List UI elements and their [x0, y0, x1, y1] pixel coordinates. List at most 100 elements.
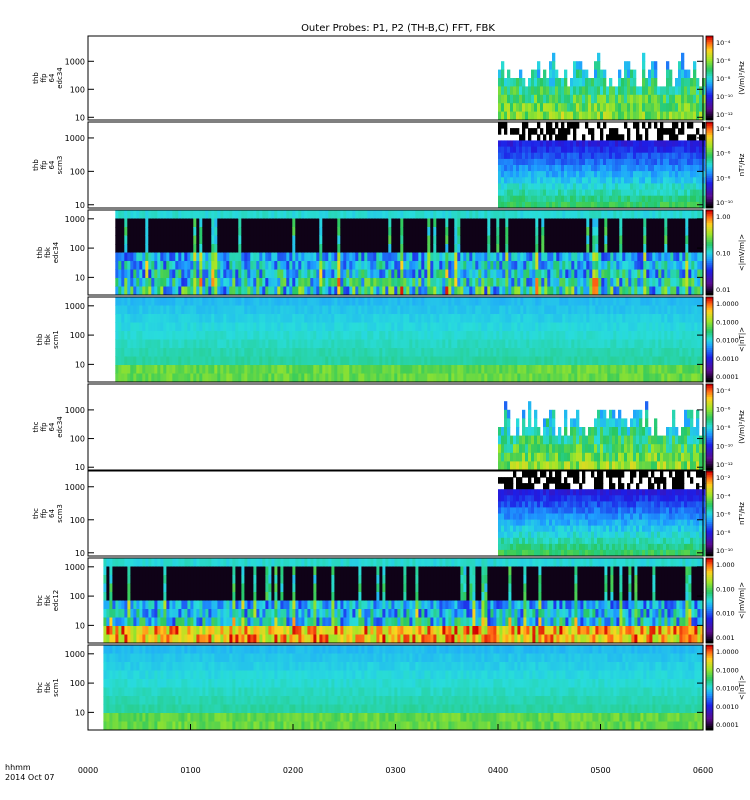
colorbar-tick-label: 0.0010	[716, 355, 739, 363]
panel-1-colorbar: 10⁻⁴ 10⁻⁶ 10⁻⁸ 10⁻¹⁰ 10⁻¹² (V/m)²/Hz	[705, 35, 746, 121]
colorbar-tick-label: 10⁻⁴	[716, 39, 731, 47]
panel-3-colorbar: 1.00 0.10 0.01 <|mV/m|>	[705, 209, 746, 296]
colorbar-frame	[705, 209, 714, 296]
xtick-label: 0300	[385, 766, 405, 775]
colorbar-tick-label: 1.000	[716, 561, 735, 569]
panel-3-frame	[87, 209, 704, 296]
colorbar-frame	[705, 383, 714, 471]
colorbar-tick-label: 0.001	[716, 634, 735, 642]
ytick-label: 10	[75, 621, 85, 630]
xtick-label: 0600	[693, 766, 713, 775]
colorbar-tick-label: 0.0001	[716, 373, 739, 381]
panel-6-spectrogram	[498, 471, 706, 557]
ytick-label: 1000	[65, 215, 85, 224]
panel-1-ylabel: thbffp64edc34	[32, 67, 64, 89]
panels-group: 101001000thbffp64edc3410⁻⁴10⁻⁶10⁻⁸10⁻¹⁰1…	[32, 35, 746, 731]
ytick-label: 1000	[65, 57, 85, 66]
xtick-label: 0200	[283, 766, 303, 775]
colorbar-label: <|mV/m|>	[738, 582, 746, 619]
panel-4-ylabel: thbfbkscm1	[36, 330, 60, 349]
panel-1-frame	[87, 35, 704, 121]
panel-2-colorbar: 10⁻⁴ 10⁻⁶ 10⁻⁸ 10⁻¹⁰ nT²/Hz	[705, 121, 746, 209]
panel-6-ylabel: thcffp64scm3	[32, 504, 64, 523]
colorbar-tick-label: 0.01	[716, 286, 730, 294]
colorbar-tick-label: 10⁻⁸	[716, 75, 731, 83]
colorbar-tick-label: 10⁻⁶	[716, 406, 731, 414]
colorbar-tick-label: 10⁻⁴	[716, 387, 731, 395]
colorbar-label: <|mV/m|>	[738, 234, 746, 271]
ytick-label: 10	[75, 463, 85, 472]
colorbar-tick-label: 0.10	[716, 250, 730, 258]
colorbar-tick-label: 10⁻⁴	[716, 125, 731, 133]
time-axis: 0000 0100 0200 0300 0400 0500 0600	[78, 724, 713, 775]
ytick-label: 1000	[65, 483, 85, 492]
colorbar-tick-label: 10⁻⁶	[716, 511, 731, 519]
colorbar-tick-label: 0.0100	[716, 337, 739, 345]
panel-5-colorbar: 10⁻⁴ 10⁻⁶ 10⁻⁸ 10⁻¹⁰ 10⁻¹² (V/m)²/Hz	[705, 383, 746, 471]
panel-6-frame	[87, 470, 704, 557]
ytick-label: 100	[70, 244, 85, 253]
panel-2: 10 100 1000 thbffp64scm3 10⁻⁴ 10⁻⁶ 10⁻⁸ 10⁻¹⁰ nT…	[32, 121, 746, 210]
colorbar-label: (V/m)²/Hz	[738, 61, 746, 95]
colorbar-tick-label: 10⁻¹²	[716, 111, 733, 119]
colorbar-frame	[705, 296, 714, 383]
colorbar-tick-label: 10⁻⁸	[716, 424, 731, 432]
panel-5-frame	[87, 383, 704, 471]
panel-8-spectrogram	[103, 645, 704, 731]
panel-2-spectrogram	[498, 122, 706, 209]
colorbar-tick-label: 10⁻¹²	[716, 461, 733, 469]
colorbar-label: <|nT|>	[738, 675, 746, 700]
ytick-label: 10	[75, 201, 85, 210]
xtick-label: 0000	[78, 766, 98, 775]
panel-4: 10 100 1000 thbfbkscm1 1.0000 0.1000 0.0100 0.0…	[36, 296, 746, 383]
colorbar-tick-label: 10⁻¹⁰	[716, 443, 733, 451]
ytick-label: 100	[70, 331, 85, 340]
ytick-label: 1000	[65, 650, 85, 659]
panel-2-frame	[87, 121, 704, 209]
colorbar-tick-label: 1.0000	[716, 648, 739, 656]
colorbar-tick-label: 10⁻²	[716, 474, 731, 482]
colorbar-tick-label: 10⁻⁴	[716, 492, 731, 500]
colorbar-tick-label: 0.0010	[716, 703, 739, 711]
panel-7: 10 100 1000 thcfbkedc12 1.000 0.100 0.010 0.001…	[36, 557, 746, 644]
xtick-label: 0100	[180, 766, 200, 775]
ytick-label: 1000	[65, 563, 85, 572]
ytick-label: 10	[75, 708, 85, 717]
panel-4-colorbar: 1.0000 0.1000 0.0100 0.0010 0.0001 <|nT|>	[705, 296, 746, 383]
colorbar-label: nT²/Hz	[738, 502, 746, 525]
xtick-label: 0500	[590, 766, 610, 775]
panel-5-ylabel: thcffp64edc34	[32, 416, 64, 438]
ytick-label: 10	[75, 549, 85, 558]
colorbar-tick-label: 1.0000	[716, 300, 739, 308]
panel-5-spectrogram	[498, 401, 706, 471]
ytick-label: 100	[70, 167, 85, 176]
ytick-label: 1000	[65, 134, 85, 143]
ytick-label: 10	[75, 113, 85, 122]
panel-6: 101001000thcffp64scm310⁻²10⁻⁴10⁻⁶10⁻⁸10⁻…	[32, 470, 746, 558]
colorbar-tick-label: 0.010	[716, 610, 735, 618]
colorbar-tick-label: 1.00	[716, 213, 730, 221]
colorbar-tick-label: 0.0100	[716, 685, 739, 693]
panel-1-spectrogram	[498, 52, 706, 121]
panel-5: 101001000thcffp64edc3410⁻⁴10⁻⁶10⁻⁸10⁻¹⁰1…	[32, 383, 746, 472]
ytick-label: 100	[70, 592, 85, 601]
ytick-label: 1000	[65, 406, 85, 415]
colorbar-frame	[705, 557, 714, 644]
panel-3: 10 100 1000 thbfbkedc34 1.00 0.10 0.01 <|mV/m|>	[36, 209, 746, 296]
time-axis-label: hhmm	[5, 763, 31, 772]
panel-8-ylabel: thcfbkscm1	[36, 678, 60, 697]
colorbar-tick-label: 10⁻⁶	[716, 57, 731, 65]
colorbar-tick-label: 0.1000	[716, 318, 739, 326]
panel-6-colorbar: 10⁻² 10⁻⁴ 10⁻⁶ 10⁻⁸ 10⁻¹⁰ nT²/Hz	[705, 470, 746, 557]
xtick-label: 0400	[488, 766, 508, 775]
colorbar-label: (V/m)²/Hz	[738, 410, 746, 444]
colorbar-frame	[705, 470, 714, 557]
colorbar-tick-label: 10⁻⁸	[716, 174, 731, 182]
panel-8: 10 100 1000 thcfbkscm1 1.0000 0.1000 0.0100 0.0…	[36, 644, 746, 731]
panel-3-ylabel: thbfbkedc34	[36, 241, 60, 263]
chart-title: Outer Probes: P1, P2 (TH-B,C) FFT, FBK	[301, 23, 495, 34]
ytick-label: 100	[70, 679, 85, 688]
panel-7-frame	[87, 557, 704, 644]
colorbar-label: nT²/Hz	[738, 153, 746, 176]
panel-3-spectrogram	[115, 210, 704, 296]
